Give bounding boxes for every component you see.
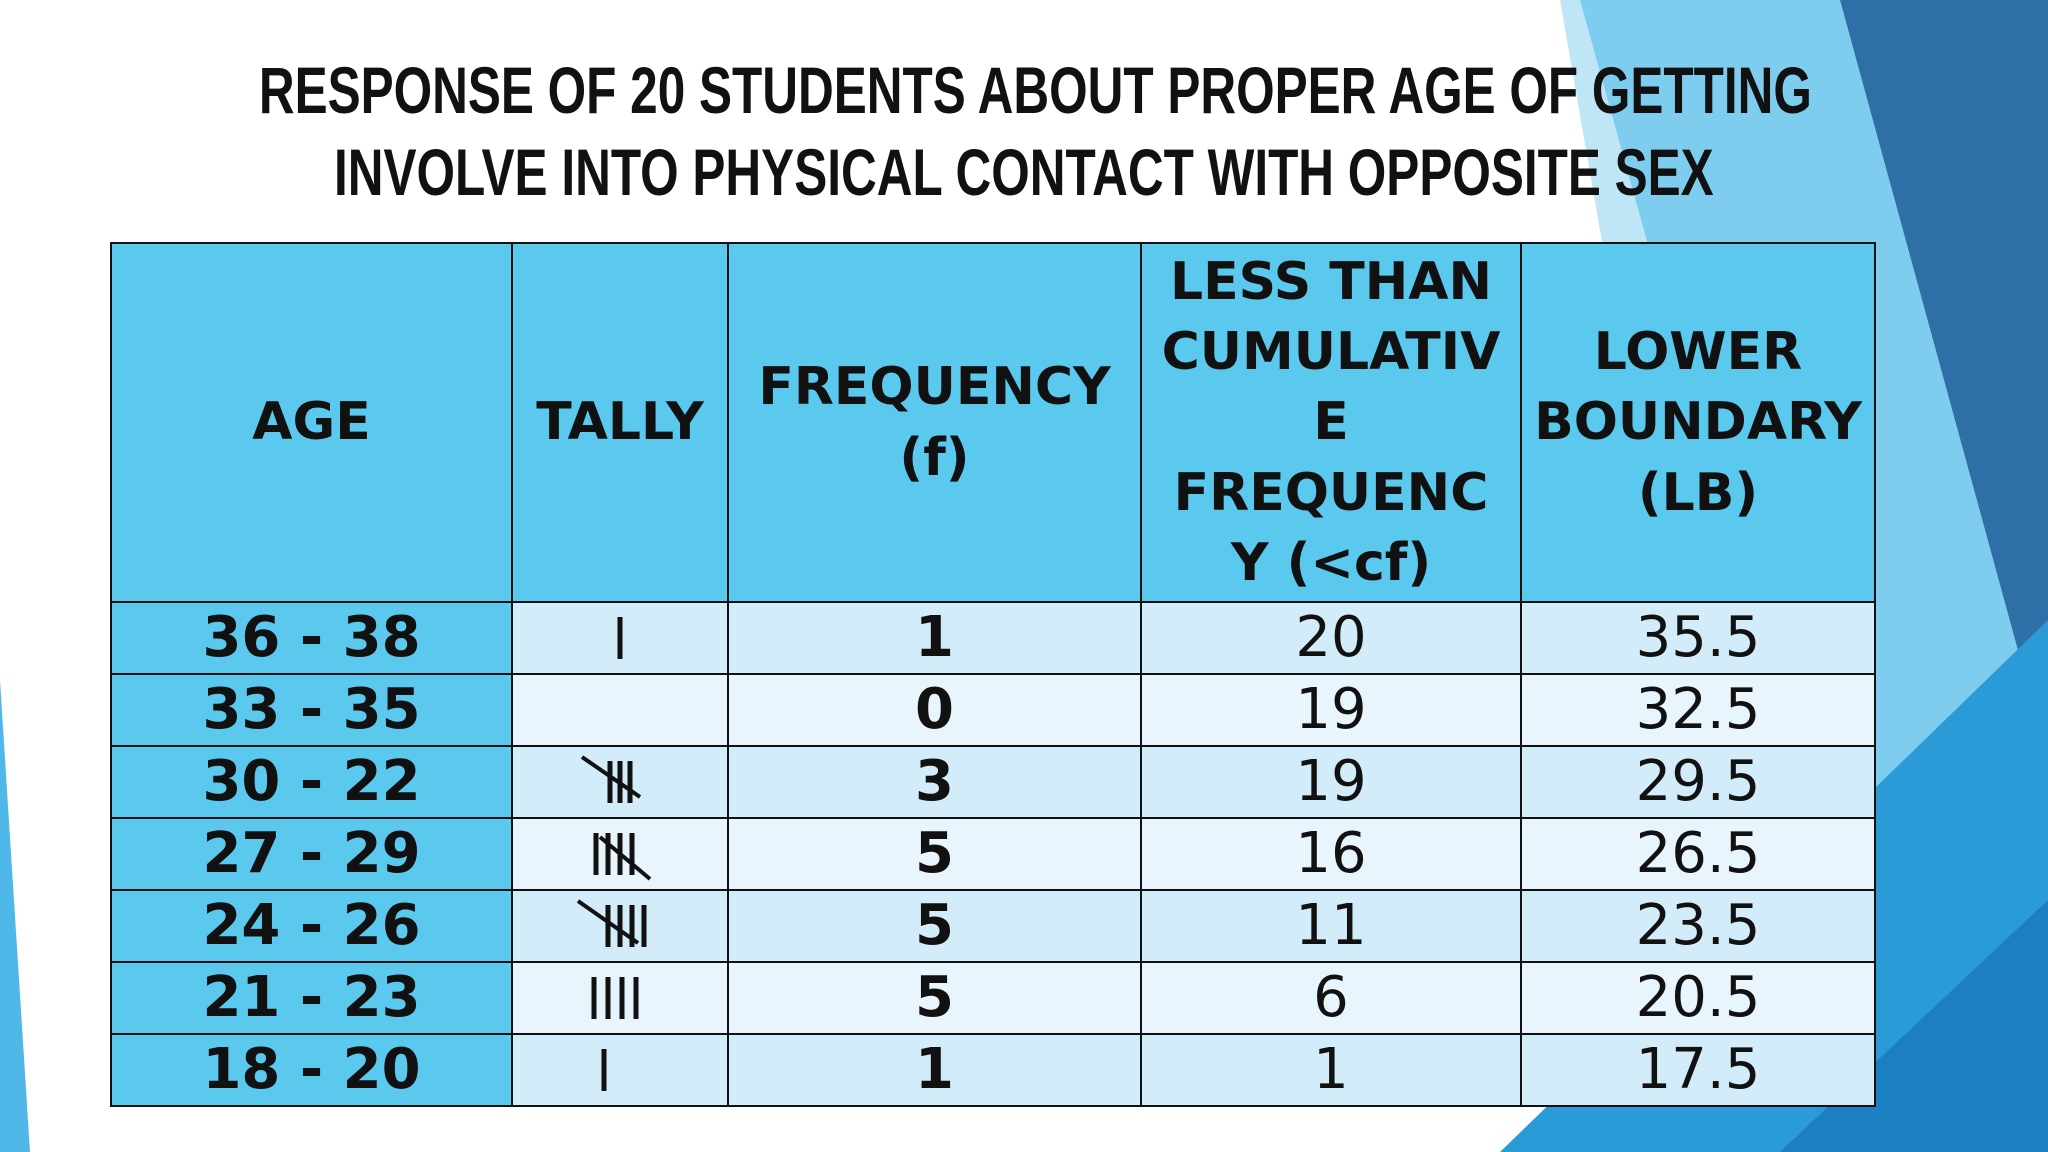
bg-shape	[1840, 0, 2048, 760]
table-cell	[511, 745, 729, 819]
table-cell: 19	[1140, 673, 1522, 747]
table-cell: 24 - 26	[110, 889, 513, 963]
column-header: AGE	[110, 242, 513, 603]
table-cell: 18 - 20	[110, 1033, 513, 1107]
tally-mark	[593, 833, 652, 881]
table-cell: 3	[727, 745, 1142, 819]
bg-shape	[0, 680, 30, 1152]
table-cell	[511, 601, 729, 675]
tally-mark	[601, 1049, 607, 1091]
table-cell: 32.5	[1520, 673, 1876, 747]
table-cell: 23.5	[1520, 889, 1876, 963]
table-cell	[511, 1033, 729, 1107]
table-cell: 20	[1140, 601, 1522, 675]
column-header: LOWER BOUNDARY (LB)	[1520, 242, 1876, 603]
table-row: 18 - 20 1 1 17.5	[110, 1033, 1876, 1107]
tally-mark	[580, 755, 642, 803]
table-cell: 5	[727, 889, 1142, 963]
table-cell: 5	[727, 817, 1142, 891]
table-cell: 1	[727, 1033, 1142, 1107]
table-cell: 1	[1140, 1033, 1522, 1107]
tally-mark	[591, 977, 639, 1019]
table-cell	[511, 961, 729, 1035]
table-cell: 33 - 35	[110, 673, 513, 747]
table-cell: 27 - 29	[110, 817, 513, 891]
table-row: 24 - 26 5 11 23.5	[110, 889, 1876, 963]
table-cell: 11	[1140, 889, 1522, 963]
table-row: 30 - 22 3 19 29.5	[110, 745, 1876, 819]
table-cell: 30 - 22	[110, 745, 513, 819]
title-line: INVOLVE INTO PHYSICAL CONTACT WITH OPPOS…	[0, 134, 2048, 210]
table-cell: 5	[727, 961, 1142, 1035]
tally-mark	[617, 617, 623, 659]
table-row: 36 - 38 1 20 35.5	[110, 601, 1876, 675]
title-text: INVOLVE INTO PHYSICAL CONTACT WITH OPPOS…	[334, 135, 1714, 209]
table-cell: 1	[727, 601, 1142, 675]
column-header: LESS THAN CUMULATIVE FREQUENCY (<cf)	[1140, 242, 1522, 603]
table-cell: 26.5	[1520, 817, 1876, 891]
title-text: RESPONSE OF 20 STUDENTS ABOUT PROPER AGE…	[258, 53, 1812, 127]
table-row: 27 - 29 5 16 26.5	[110, 817, 1876, 891]
table-row: 21 - 23 5 6 20.5	[110, 961, 1876, 1035]
table-cell: 35.5	[1520, 601, 1876, 675]
column-header: TALLY	[511, 242, 729, 603]
table-cell: 17.5	[1520, 1033, 1876, 1107]
table-cell: 20.5	[1520, 961, 1876, 1035]
table: AGE TALLY FREQUENCY (f) LESS THAN CUMULA…	[110, 242, 1876, 1107]
table-cell: 36 - 38	[110, 601, 513, 675]
table-cell: 6	[1140, 961, 1522, 1035]
tally-mark	[576, 899, 647, 947]
table-row: 33 - 35 0 19 32.5	[110, 673, 1876, 747]
title-line: RESPONSE OF 20 STUDENTS ABOUT PROPER AGE…	[0, 52, 2048, 128]
header-row: AGE TALLY FREQUENCY (f) LESS THAN CUMULA…	[110, 242, 1876, 603]
table-cell: 0	[727, 673, 1142, 747]
table-cell: 19	[1140, 745, 1522, 819]
table-cell: 21 - 23	[110, 961, 513, 1035]
table-cell	[511, 889, 729, 963]
table-cell	[511, 673, 729, 747]
table-cell: 29.5	[1520, 745, 1876, 819]
column-header: FREQUENCY (f)	[727, 242, 1142, 603]
table-cell	[511, 817, 729, 891]
table-cell: 16	[1140, 817, 1522, 891]
